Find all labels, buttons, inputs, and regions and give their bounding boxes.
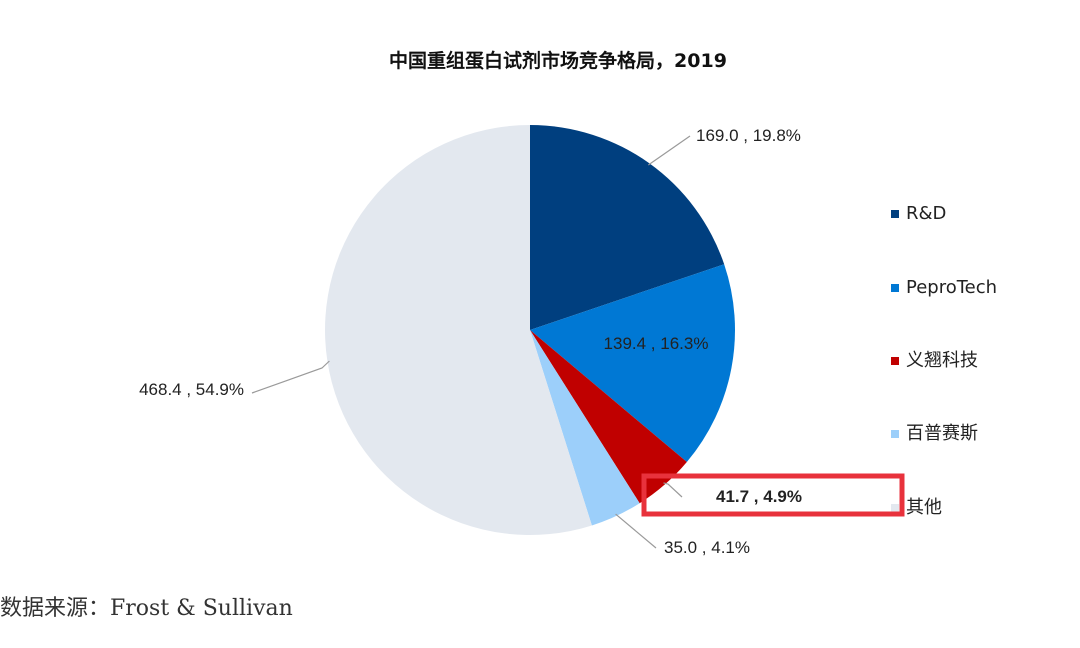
legend-swatch-peprotech	[891, 284, 899, 292]
leader-line-r-d	[647, 135, 691, 166]
data-label-slice-4: 35.0 , 4.1%	[664, 538, 750, 557]
pie-slices	[325, 125, 735, 535]
legend-label-peprotech: PeproTech	[906, 277, 997, 298]
highlight-layer	[641, 473, 905, 517]
legend-label-slice-5: 其他	[906, 497, 942, 518]
slice-peprotech	[530, 264, 735, 462]
leader-lines	[251, 135, 691, 549]
source-note: 数据来源：Frost & Sullivan	[0, 596, 293, 621]
slice-slice-4	[530, 330, 640, 526]
legend-label-slice-4: 百普赛斯	[906, 423, 978, 444]
slice-slice-5	[325, 125, 592, 535]
legend-swatch-slice-5	[891, 504, 899, 512]
data-label-r-d: 169.0 , 19.8%	[696, 126, 801, 145]
data-label-slice-5: 468.4 , 54.9%	[139, 380, 244, 399]
legend-label-slice-3: 义翘科技	[906, 350, 978, 371]
legend-label-r-d: R&D	[906, 203, 946, 224]
chart-title: 中国重组蛋白试剂市场竞争格局，2019	[389, 49, 727, 72]
data-label-slice-3: 41.7 , 4.9%	[716, 487, 802, 506]
data-labels: 169.0 , 19.8% 139.4 , 16.3% 41.7 , 4.9% 35.…	[139, 126, 802, 557]
highlight-box	[641, 473, 905, 517]
leader-line-slice-4	[615, 513, 657, 549]
legend-swatch-r-d	[891, 210, 899, 218]
legend-swatch-slice-4	[891, 430, 899, 438]
leader-line-slice-5	[251, 360, 330, 394]
data-label-peprotech: 139.4 , 16.3%	[604, 334, 709, 353]
slice-r-d	[530, 125, 725, 330]
slice-slice-3	[530, 330, 687, 504]
leader-line-slice-3	[663, 482, 683, 498]
legend-swatch-slice-3	[891, 357, 899, 365]
